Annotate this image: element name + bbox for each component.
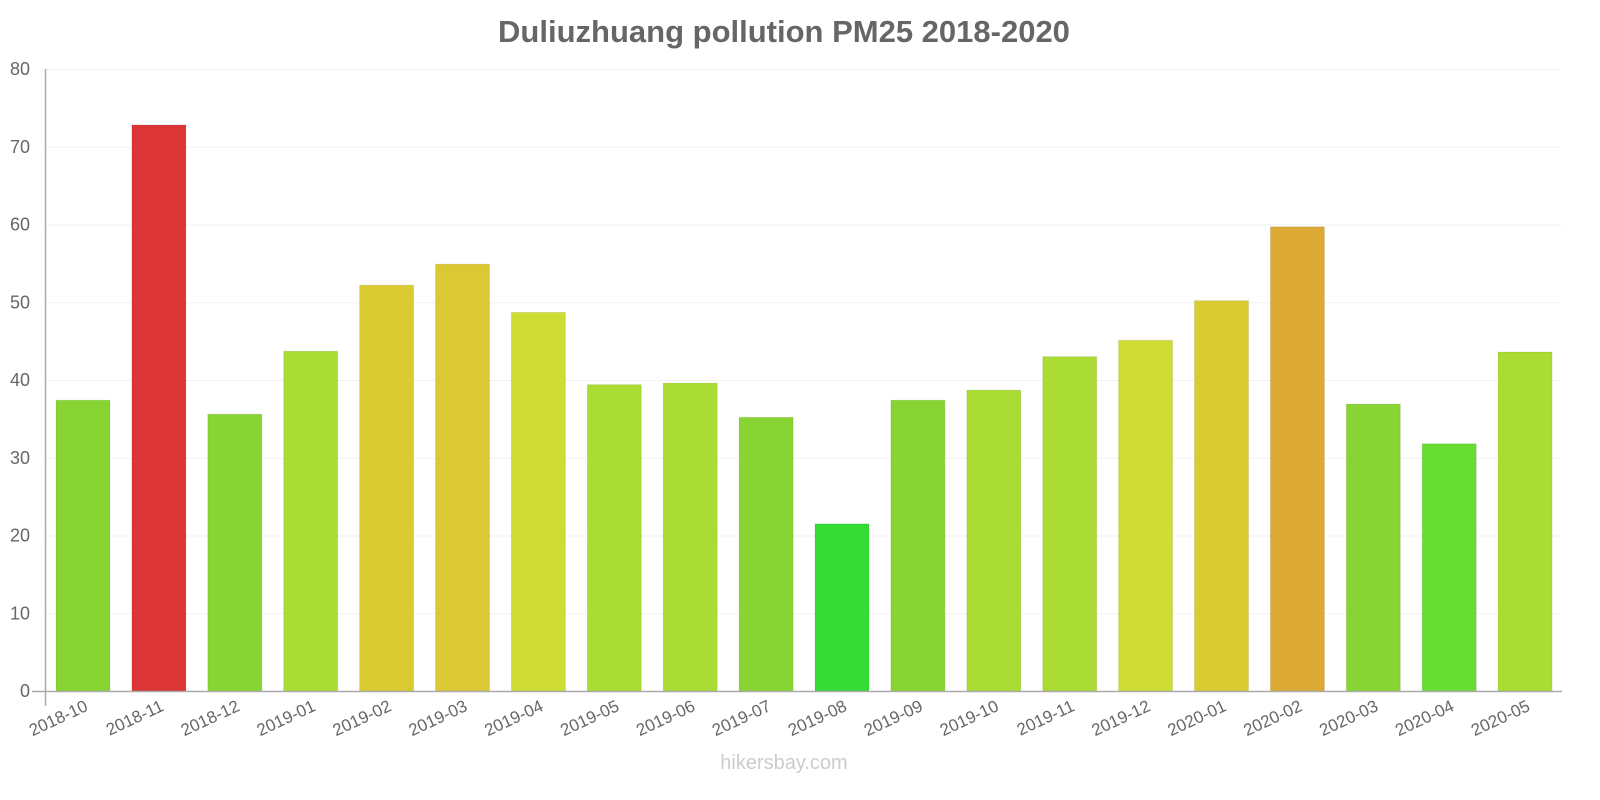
chart-title: Duliuzhuang pollution PM25 2018-2020: [498, 14, 1070, 49]
x-tick-label: 2019-10: [937, 696, 1002, 740]
bar-2019-02: [359, 284, 415, 692]
x-tick-label: 2020-05: [1468, 696, 1533, 740]
bar-2019-04: [510, 311, 566, 692]
x-tick-label: 2019-03: [406, 696, 471, 740]
bar-2019-09: [890, 399, 946, 692]
bar-2020-01: [1194, 300, 1249, 692]
y-tick-label: 40: [10, 370, 30, 390]
x-tick-label: 2018-11: [103, 696, 166, 739]
y-tick-label: 0: [20, 681, 30, 701]
bar-2019-07: [738, 416, 794, 692]
bars: [55, 124, 1553, 692]
x-tick-label: 2019-09: [861, 696, 926, 740]
x-tick-label: 2020-01: [1165, 696, 1230, 740]
x-tick-label: 2020-03: [1316, 696, 1381, 740]
x-tick-label: 2019-08: [785, 696, 850, 740]
x-tick-label: 2020-04: [1392, 696, 1457, 740]
x-tick-label: 2019-12: [1089, 696, 1154, 740]
x-tick-label: 2019-02: [330, 696, 395, 740]
x-tick-label: 2019-11: [1014, 696, 1077, 739]
x-tick-label: 2020-02: [1241, 696, 1306, 740]
y-tick-label: 70: [10, 137, 30, 157]
bar-2019-11: [1042, 356, 1098, 692]
bar-2020-03: [1345, 403, 1401, 692]
bar-2020-02: [1269, 226, 1325, 692]
x-tick-label: 2019-04: [482, 696, 547, 740]
bar-2020-05: [1497, 351, 1553, 692]
bar-2019-01: [283, 350, 339, 692]
bar-2019-08: [814, 523, 870, 692]
x-tick-label: 2019-01: [254, 696, 319, 740]
bar-2020-04: [1421, 443, 1477, 692]
bar-2019-12: [1118, 339, 1174, 692]
y-axis-ticks: 0 10 20 30 40 50 60 70 80: [10, 59, 30, 701]
gridlines: [46, 69, 1562, 692]
bar-2018-12: [207, 413, 263, 692]
bar-2018-11: [131, 124, 187, 692]
bar-2018-10: [55, 399, 111, 692]
x-tick-label: 2018-10: [26, 696, 91, 740]
y-tick-label: 50: [10, 292, 30, 312]
y-tick-label: 20: [10, 526, 30, 546]
y-tick-label: 10: [10, 603, 30, 623]
x-axis-ticks: 2018-10 2018-11 2018-12 2019-01 2019-02 2019-…: [26, 696, 1533, 740]
watermark: hikersbay.com: [720, 752, 848, 774]
bar-2019-06: [662, 382, 718, 692]
bar-2019-03: [435, 263, 490, 692]
bar-2019-05: [586, 384, 642, 692]
x-tick-label: 2018-12: [178, 696, 243, 740]
x-tick-label: 2019-07: [709, 696, 774, 740]
y-tick-label: 80: [10, 59, 30, 79]
x-tick-label: 2019-06: [633, 696, 698, 740]
x-tick-label: 2019-05: [557, 696, 622, 740]
y-tick-label: 60: [10, 215, 30, 235]
y-tick-label: 30: [10, 448, 30, 468]
bar-2019-10: [966, 389, 1022, 692]
